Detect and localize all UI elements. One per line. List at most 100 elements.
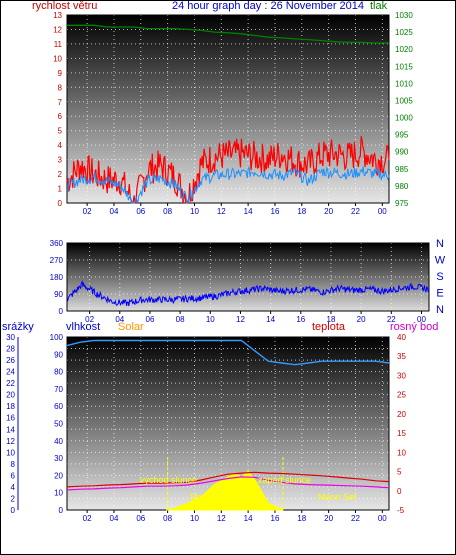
y-right-tick-label: 1020 xyxy=(395,45,413,54)
moonrise-annotation: Moon Rise xyxy=(190,492,234,502)
y-temp-tick-label: 5 xyxy=(397,468,402,477)
series-temperature xyxy=(66,471,390,488)
series-wind-avg xyxy=(66,166,390,205)
x-tick-label: 04 xyxy=(110,207,119,216)
x-tick-label: 14 xyxy=(244,514,253,523)
x-tick-label: 16 xyxy=(271,207,280,216)
y-temp-tick-label: -5 xyxy=(397,506,405,515)
compass-label: S xyxy=(436,271,443,283)
x-tick-label: 10 xyxy=(190,514,199,523)
sunset-annotation: západ slunce xyxy=(258,475,312,485)
y-humidity-tick-label: 20 xyxy=(54,471,63,480)
y-left-tick-label: 6 xyxy=(58,112,63,121)
x-tick-label: 10 xyxy=(190,207,199,216)
y-right-tick-label: 1010 xyxy=(395,79,413,88)
y-left-tick-label: 0 xyxy=(59,307,64,316)
y-humidity-tick-label: 10 xyxy=(54,489,63,498)
y-rain-tick-label: 24 xyxy=(6,368,15,377)
y-rain-tick-label: 26 xyxy=(6,356,15,365)
y-right-tick-label: 990 xyxy=(395,148,409,157)
y-left-tick-label: 1 xyxy=(58,185,63,194)
y-rain-tick-label: 10 xyxy=(6,448,15,457)
y-left-tick-label: 7 xyxy=(58,98,63,107)
x-tick-label: 18 xyxy=(297,514,306,523)
x-tick-label: 06 xyxy=(146,315,155,324)
y-left-tick-label: 9 xyxy=(58,69,63,78)
x-tick-label: 14 xyxy=(244,207,253,216)
y-humidity-tick-label: 50 xyxy=(54,420,63,429)
wind-speed-label: rychlost větru xyxy=(32,0,98,12)
dewpoint-label: rosný bod xyxy=(390,321,439,333)
y-rain-tick-label: 0 xyxy=(11,506,16,515)
x-tick-label: 08 xyxy=(163,514,172,523)
x-tick-label: 04 xyxy=(110,514,119,523)
y-right-tick-label: 1005 xyxy=(395,96,413,105)
y-right-tick-label: 995 xyxy=(395,131,409,140)
y-temp-tick-label: 20 xyxy=(397,410,406,419)
y-left-tick-label: 2 xyxy=(58,170,63,179)
x-tick-label: 00 xyxy=(378,207,387,216)
y-left-tick-label: 90 xyxy=(54,290,63,299)
y-rain-tick-label: 18 xyxy=(6,402,15,411)
y-humidity-tick-label: 70 xyxy=(54,385,63,394)
x-tick-label: 16 xyxy=(296,315,305,324)
y-temp-tick-label: 10 xyxy=(397,448,406,457)
y-left-tick-label: 270 xyxy=(50,256,64,265)
y-rain-tick-label: 12 xyxy=(6,437,15,446)
y-left-tick-label: 360 xyxy=(50,239,64,248)
y-humidity-tick-label: 90 xyxy=(54,350,63,359)
x-tick-label: 20 xyxy=(324,207,333,216)
humidity-label: vlhkost xyxy=(66,321,101,333)
y-left-tick-label: 11 xyxy=(54,40,63,49)
y-rain-tick-label: 4 xyxy=(11,483,16,492)
x-tick-label: 12 xyxy=(217,207,226,216)
y-right-tick-label: 975 xyxy=(395,199,409,208)
x-tick-label: 02 xyxy=(85,315,94,324)
series-pressure xyxy=(67,24,389,44)
x-tick-label: 06 xyxy=(136,207,145,216)
plot-border xyxy=(66,242,430,312)
y-left-tick-label: 12 xyxy=(53,25,62,34)
x-tick-label: 16 xyxy=(271,514,280,523)
x-tick-label: 18 xyxy=(327,315,336,324)
plot-border xyxy=(66,14,390,204)
compass-label: N xyxy=(436,304,444,316)
x-tick-label: 12 xyxy=(217,514,226,523)
compass-label: E xyxy=(436,288,443,300)
x-tick-label: 22 xyxy=(387,315,396,324)
series-humidity xyxy=(66,339,390,366)
moonset-annotation: Moon Set xyxy=(318,492,357,502)
y-rain-tick-label: 20 xyxy=(6,391,15,400)
y-left-tick-label: 5 xyxy=(58,127,63,136)
x-tick-label: 06 xyxy=(136,514,145,523)
y-rain-tick-label: 16 xyxy=(6,414,15,423)
y-left-tick-label: 10 xyxy=(53,54,62,63)
y-temp-tick-label: 0 xyxy=(397,487,402,496)
y-right-tick-label: 985 xyxy=(395,165,409,174)
y-right-tick-label: 1000 xyxy=(395,114,413,123)
y-rain-tick-label: 2 xyxy=(11,494,16,503)
y-humidity-tick-label: 0 xyxy=(59,506,64,515)
series-wind-direction xyxy=(66,279,430,307)
y-rain-tick-label: 22 xyxy=(6,379,15,388)
y-left-tick-label: 180 xyxy=(50,273,64,282)
chart-title: 24 hour graph day : 26 November 2014 xyxy=(172,0,365,12)
x-tick-label: 20 xyxy=(324,514,333,523)
y-right-tick-label: 1030 xyxy=(395,11,413,20)
y-temp-tick-label: 40 xyxy=(397,333,406,342)
y-left-tick-label: 8 xyxy=(58,83,63,92)
y-rain-tick-label: 28 xyxy=(6,345,15,354)
y-temp-tick-label: 35 xyxy=(397,352,406,361)
x-tick-label: 22 xyxy=(351,207,360,216)
x-tick-label: 04 xyxy=(115,315,124,324)
y-humidity-tick-label: 80 xyxy=(54,368,63,377)
x-tick-label: 22 xyxy=(351,514,360,523)
y-rain-tick-label: 8 xyxy=(11,460,16,469)
series-solar xyxy=(166,470,284,511)
y-humidity-tick-label: 40 xyxy=(54,437,63,446)
temperature-label: teplota xyxy=(312,321,346,333)
y-rain-tick-label: 30 xyxy=(6,333,15,342)
x-tick-label: 12 xyxy=(236,315,245,324)
y-humidity-tick-label: 100 xyxy=(50,333,64,342)
y-right-tick-label: 1025 xyxy=(395,28,413,37)
